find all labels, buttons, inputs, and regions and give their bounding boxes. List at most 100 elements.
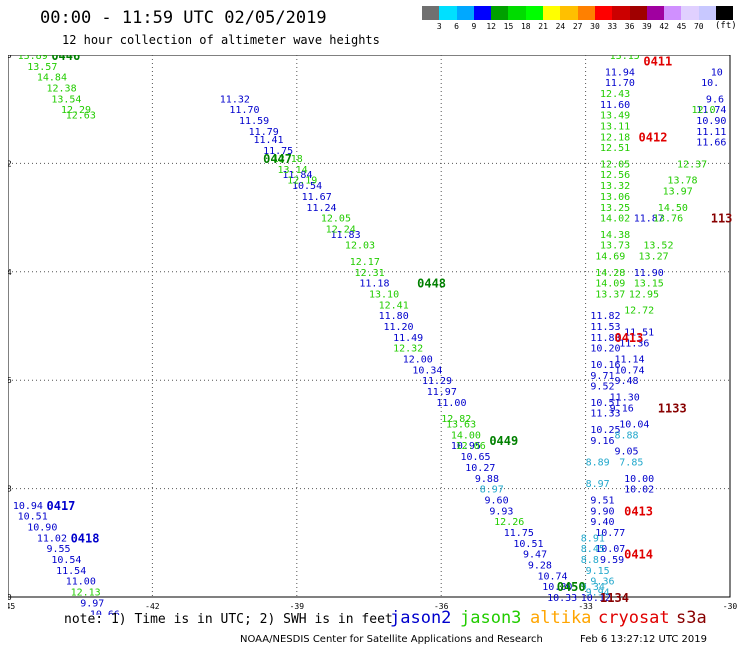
data-point-jason3: 12.24	[326, 224, 356, 235]
data-point-jason3: 12.05	[321, 214, 351, 225]
y-tick-label: 42	[8, 159, 12, 168]
color-scale-label: 45	[676, 22, 687, 31]
color-swatch	[664, 6, 682, 20]
data-point-jason2: 9.90	[590, 506, 614, 517]
data-point-jason3: 12.13	[71, 588, 101, 599]
data-point-jason2: 11.75	[504, 528, 534, 539]
pass-label: 1134	[600, 591, 629, 605]
pass-label: 0448	[417, 277, 446, 291]
data-point-jason3: 13.76	[653, 214, 683, 225]
data-point-jason2: 9.88	[475, 474, 499, 485]
data-point-jason2: 11.82	[590, 311, 620, 322]
pass-label: 1133	[658, 401, 687, 415]
data-point-altika: 8.88	[614, 430, 638, 441]
pass-label: 0411	[643, 55, 672, 68]
data-point-jason2: 11.02	[37, 533, 67, 544]
data-point-jason3: 12.31	[355, 268, 385, 279]
data-point-jason2: 10.04	[619, 420, 649, 431]
data-point-jason3: 13.73	[600, 241, 630, 252]
data-point-jason2: 9.28	[528, 560, 552, 571]
data-point-jason3: 14.38	[600, 230, 630, 241]
data-point-jason2: 9.16	[590, 436, 614, 447]
data-point-jason2: 10.65	[460, 452, 490, 463]
color-swatch	[716, 6, 734, 20]
pass-label: 0414	[624, 548, 653, 562]
pass-label: 0449	[489, 434, 518, 448]
data-point-jason3: 13.32	[600, 181, 630, 192]
data-point-jason3: 13.49	[600, 111, 630, 122]
color-scale-unit: (ft)	[715, 21, 737, 31]
data-point-jason3: 12.63	[66, 111, 96, 122]
x-tick-label: -42	[145, 602, 160, 611]
color-scale-bar	[422, 6, 734, 20]
data-point-jason2: 11.80	[379, 311, 409, 322]
data-point-jason2: 10.66	[90, 609, 120, 615]
pass-label: 113	[711, 212, 733, 226]
data-point-jason2: 10.51	[590, 398, 620, 409]
data-point-jason3: 13.97	[663, 187, 693, 198]
color-swatch	[629, 6, 647, 20]
data-point-jason2: 11.00	[66, 577, 96, 588]
data-point-jason2: 11.30	[610, 392, 640, 403]
color-scale-label: 12	[486, 22, 497, 31]
data-point-jason2: 11.70	[605, 78, 635, 89]
data-point-jason2: 9.55	[47, 544, 71, 555]
data-point-jason2: 11.49	[393, 333, 423, 344]
data-point-jason2: 10.74	[537, 571, 567, 582]
color-swatch	[681, 6, 699, 20]
data-point-altika: 8.8	[581, 555, 599, 566]
data-point-jason3: 12.05	[600, 159, 630, 170]
data-point-jason3: 12.32	[393, 344, 423, 355]
generated-timestamp: Feb 6 13:27:12 UTC 2019	[580, 634, 707, 645]
color-swatch	[577, 6, 595, 20]
data-point-jason2: 11.29	[422, 376, 452, 387]
data-point-jason2: 10.16	[590, 360, 620, 371]
data-point-jason3: 13.14	[278, 165, 308, 176]
data-point-altika: 7.85	[619, 458, 643, 469]
data-point-jason2: 11.20	[383, 322, 413, 333]
data-point-altika: 9.94	[586, 588, 610, 599]
pass-label: 0412	[639, 130, 668, 144]
page-subtitle: 12 hour collection of altimeter wave hei…	[62, 33, 380, 47]
data-point-jason2: 9.51	[590, 495, 614, 506]
color-swatch	[594, 6, 613, 20]
data-point-jason2: 10.54	[51, 555, 81, 566]
data-point-jason3: 12.82	[441, 414, 471, 425]
data-point-jason3: 13.11	[600, 121, 630, 132]
data-point-altika: 8.45	[581, 544, 605, 555]
data-point-jason2: 9.97	[80, 598, 104, 609]
color-scale-label: 30	[590, 22, 600, 31]
pass-label: 0446	[51, 55, 80, 63]
data-point-jason2: 11.00	[436, 398, 466, 409]
color-swatch	[456, 6, 474, 20]
data-point-jason3: 14.50	[658, 203, 688, 214]
data-point-jason3: 13.27	[639, 252, 669, 263]
data-point-altika: 9.36	[590, 577, 614, 588]
data-point-jason3: 12.0	[691, 105, 715, 116]
data-point-jason2: 11.79	[249, 127, 279, 138]
color-scale-label: 36	[624, 22, 635, 31]
data-point-jason3: 13.52	[643, 241, 673, 252]
data-point-jason2: 9.6	[706, 94, 724, 105]
data-point-jason3: 14.09	[595, 279, 625, 290]
color-swatch	[525, 6, 544, 20]
pass-label: 0447	[263, 152, 292, 166]
y-tick-label: 46	[8, 376, 12, 385]
data-point-jason3: 14.69	[595, 252, 625, 263]
data-point-jason2: 9.93	[489, 506, 513, 517]
color-swatch	[698, 6, 717, 20]
data-point-jason2: 10.77	[595, 528, 625, 539]
color-scale-label: 21	[538, 22, 548, 31]
data-point-jason2: 10.54	[292, 181, 322, 192]
pass-label: 0413	[614, 331, 643, 345]
data-point-jason2: 10.07	[595, 544, 625, 555]
data-point-jason3: 12.41	[379, 300, 409, 311]
data-point-jason3: 14.00	[451, 430, 481, 441]
data-point-jason2: 11.75	[263, 146, 293, 157]
data-point-jason2: 9.60	[485, 495, 509, 506]
data-point-jason2: 10.27	[465, 463, 495, 474]
color-swatch	[422, 6, 440, 20]
color-scale-label: 15	[503, 22, 514, 31]
y-tick-label: 44	[8, 268, 12, 277]
data-point-jason2: 11.84	[282, 170, 312, 181]
